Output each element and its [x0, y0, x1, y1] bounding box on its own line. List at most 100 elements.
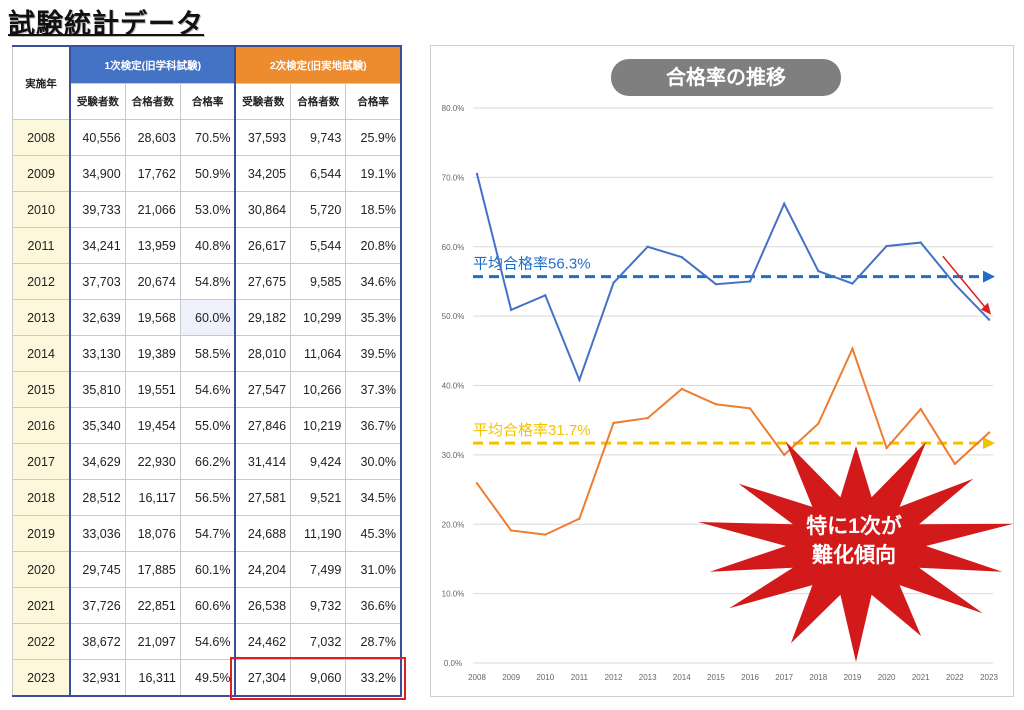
data-point: [987, 431, 991, 434]
year-cell: 2015: [12, 371, 71, 408]
year-cell: 2021: [12, 587, 71, 624]
statistics-table: 実施年 1次検定(旧学科試験) 2次検定(旧実地試験) 受験者数 合格者数 合格…: [12, 45, 403, 697]
table-row: 2011 34,241 13,959 40.8% 26,617 5,544 20.8%: [12, 227, 403, 264]
average-label: 平均合格率56.3%: [473, 256, 591, 273]
year-cell: 2013: [12, 299, 71, 336]
data-point: [578, 378, 581, 382]
y-tick-label: 0.0%: [444, 659, 462, 668]
data-point: [612, 421, 615, 425]
cell-r2: 34.5%: [345, 479, 403, 516]
cell-a1: 32,931: [68, 659, 126, 697]
cell-a2: 27,846: [234, 407, 292, 444]
cell-r2: 33.2%: [345, 659, 403, 697]
data-point: [987, 318, 991, 321]
sub-header-applicants-1: 受験者数: [68, 83, 126, 120]
cell-p1: 20,674: [124, 263, 181, 300]
x-tick-label: 2019: [844, 673, 862, 682]
cell-r2: 20.8%: [345, 227, 403, 264]
cell-p2: 10,266: [290, 371, 347, 408]
cell-a2: 29,182: [234, 299, 292, 336]
cell-r2: 39.5%: [345, 335, 403, 372]
year-cell: 2010: [12, 191, 71, 228]
decline-arrow-head: [981, 302, 991, 315]
cell-r1: 54.7%: [179, 515, 236, 552]
cell-p2: 7,032: [290, 623, 347, 660]
table-row: 2017 34,629 22,930 66.2% 31,414 9,424 30.0%: [12, 443, 403, 480]
cell-a1: 34,900: [68, 155, 126, 192]
cell-r2: 34.6%: [345, 263, 403, 300]
x-tick-label: 2022: [946, 673, 964, 682]
year-cell: 2009: [12, 155, 71, 192]
data-point: [714, 283, 718, 286]
cell-r1: 55.0%: [179, 407, 236, 444]
cell-a1: 37,726: [68, 587, 126, 624]
cell-a2: 31,414: [234, 443, 292, 480]
cell-a1: 35,340: [68, 407, 126, 444]
callout-line2: 難化傾向: [812, 543, 896, 567]
cell-a1: 37,703: [68, 263, 126, 300]
x-tick-label: 2020: [878, 673, 896, 682]
year-cell: 2018: [12, 479, 71, 516]
cell-r2: 25.9%: [345, 119, 403, 156]
cell-r2: 35.3%: [345, 299, 403, 336]
cell-p1: 19,454: [124, 407, 181, 444]
cell-r2: 45.3%: [345, 515, 403, 552]
cell-p2: 9,060: [290, 659, 347, 697]
table-row: 2023 32,931 16,311 49.5% 27,304 9,060 33.2%: [12, 659, 403, 697]
cell-r2: 36.6%: [345, 587, 403, 624]
cell-a1: 28,512: [68, 479, 126, 516]
average-label: 平均合格率31.7%: [473, 422, 591, 439]
y-tick-label: 30.0%: [442, 451, 465, 460]
cell-a2: 28,010: [234, 335, 292, 372]
year-column-header: 実施年: [12, 45, 71, 120]
year-cell: 2012: [12, 263, 71, 300]
cell-p1: 21,066: [124, 191, 181, 228]
cell-r2: 28.7%: [345, 623, 403, 660]
group2-header: 2次検定(旧実地試験): [234, 45, 402, 84]
cell-a1: 34,241: [68, 227, 126, 264]
x-tick-label: 2014: [673, 673, 691, 682]
chart-title: 合格率の推移: [666, 65, 786, 89]
cell-r2: 36.7%: [345, 407, 403, 444]
sub-header-rate-1: 合格率: [179, 83, 236, 120]
cell-a1: 39,733: [68, 191, 126, 228]
x-tick-label: 2010: [536, 673, 554, 682]
x-tick-label: 2013: [639, 673, 657, 682]
year-cell: 2022: [12, 623, 71, 660]
series-line-1: [476, 346, 990, 536]
series-line-0: [476, 173, 990, 383]
callout-burst: [698, 441, 1014, 662]
cell-p2: 10,299: [290, 299, 347, 336]
data-point: [851, 282, 854, 285]
year-cell: 2016: [12, 407, 71, 444]
table-row: 2019 33,036 18,076 54.7% 24,688 11,190 45.3%: [12, 515, 403, 552]
cell-p2: 9,732: [290, 587, 347, 624]
cell-a1: 33,130: [68, 335, 126, 372]
year-cell: 2008: [12, 119, 71, 156]
cell-r1: 60.6%: [179, 587, 236, 624]
x-tick-label: 2015: [707, 673, 725, 682]
cell-a1: 38,672: [68, 623, 126, 660]
year-cell: 2023: [12, 659, 71, 697]
cell-r1: 50.9%: [179, 155, 236, 192]
cell-p1: 19,551: [124, 371, 181, 408]
data-point: [680, 387, 683, 391]
data-point: [509, 308, 513, 312]
cell-r1: 54.8%: [179, 263, 236, 300]
y-tick-label: 70.0%: [442, 173, 465, 182]
cell-p1: 22,930: [124, 443, 181, 480]
cell-p1: 13,959: [124, 227, 181, 264]
cell-a1: 29,745: [68, 551, 126, 588]
cell-p2: 10,219: [290, 407, 347, 444]
cell-p2: 11,064: [290, 335, 347, 372]
data-point: [646, 245, 649, 248]
table-row: 2022 38,672 21,097 54.6% 24,462 7,032 28.7%: [12, 623, 403, 660]
data-point: [783, 202, 786, 205]
cell-r1: 70.5%: [179, 119, 236, 156]
cell-r1: 49.5%: [179, 659, 236, 697]
average-arrowhead: [983, 437, 995, 450]
decline-arrow-shaft: [942, 255, 988, 311]
x-tick-label: 2023: [980, 673, 998, 682]
table-row: 2010 39,733 21,066 53.0% 30,864 5,720 18.5%: [12, 191, 403, 228]
data-point: [475, 172, 479, 176]
